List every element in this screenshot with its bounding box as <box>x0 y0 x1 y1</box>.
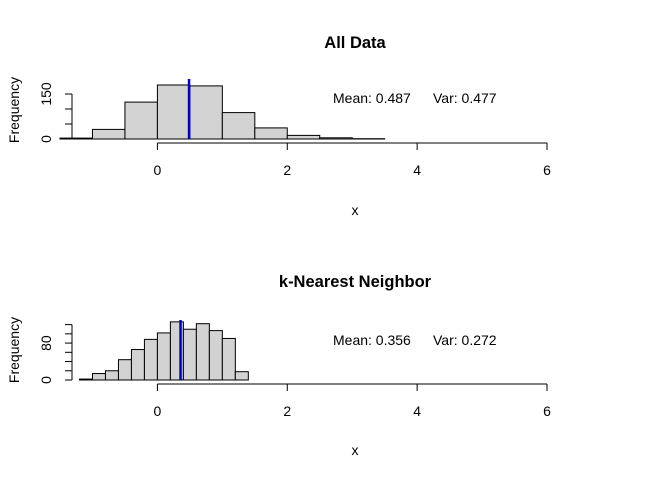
histogram-bar <box>124 101 158 140</box>
histogram-bar <box>91 373 106 381</box>
histogram-bar <box>156 84 191 140</box>
chart-title: k-Nearest Neighbor <box>279 273 432 291</box>
histogram-bar <box>143 338 158 381</box>
histogram-all-data: All Data Frequency x 0 2 4 6 0 150 Mean: 0.4… <box>6 34 551 218</box>
x-tick-label: 4 <box>413 162 421 178</box>
y-tick-label: 0 <box>38 376 54 384</box>
y-ticks: 0 150 <box>38 82 72 143</box>
histogram-bar <box>59 137 93 140</box>
variance-annotation: Var: 0.272 <box>433 332 497 348</box>
histogram-bar <box>182 328 197 381</box>
variance-annotation: Var: 0.477 <box>433 90 497 106</box>
bars <box>78 321 249 381</box>
x-tick-label: 0 <box>154 403 162 419</box>
chart-title: All Data <box>324 34 386 52</box>
histogram-bar <box>91 128 126 140</box>
histogram-bar <box>117 359 132 381</box>
x-axis-label: x <box>352 202 359 218</box>
x-tick-label: 2 <box>283 162 291 178</box>
histogram-bar <box>156 332 171 381</box>
mean-annotation: Mean: 0.487 <box>333 90 411 106</box>
histogram-bar <box>254 127 288 140</box>
x-tick-label: 4 <box>413 403 421 419</box>
y-tick-label: 150 <box>38 82 54 106</box>
histogram-bar <box>189 85 223 140</box>
histogram-bar <box>195 323 210 381</box>
y-ticks: 0 80 <box>38 324 72 384</box>
histogram-bar <box>221 112 256 140</box>
x-ticks: 0 2 4 6 <box>154 384 551 419</box>
x-tick-label: 2 <box>283 403 291 419</box>
y-tick-label: 0 <box>38 135 54 143</box>
histogram-bar <box>286 134 321 140</box>
y-axis-label: Frequency <box>6 77 22 143</box>
histogram-bar <box>104 370 119 381</box>
histogram-bar <box>208 330 223 381</box>
x-tick-label: 6 <box>543 403 551 419</box>
histogram-bar <box>234 371 249 381</box>
histogram-bar <box>78 378 93 381</box>
x-axis-label: x <box>352 442 359 458</box>
histogram-bar <box>319 137 353 140</box>
x-tick-label: 6 <box>543 162 551 178</box>
y-axis-label: Frequency <box>6 317 22 383</box>
mean-annotation: Mean: 0.356 <box>333 332 411 348</box>
histogram-bar <box>221 337 236 381</box>
y-tick-label: 80 <box>38 335 54 351</box>
x-tick-label: 0 <box>154 162 162 178</box>
histogram-bar <box>130 349 145 381</box>
x-ticks: 0 2 4 6 <box>154 143 551 178</box>
